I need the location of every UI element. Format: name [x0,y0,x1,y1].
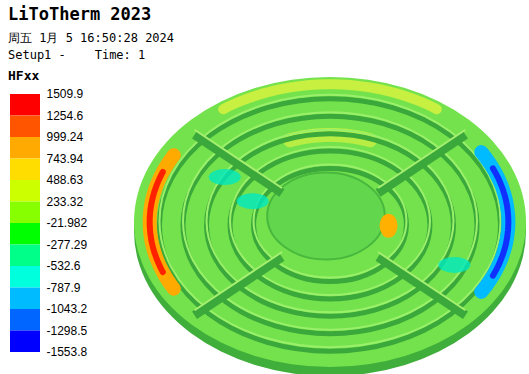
svg-text:-1043.2: -1043.2 [47,302,88,316]
svg-text:1254.6: 1254.6 [47,109,84,123]
svg-text:743.94: 743.94 [47,152,84,166]
html-text:LiToTherm 2023: LiToTherm 2023 [8,4,152,24]
svg-text:488.63: 488.63 [47,173,84,187]
svg-text:-787.9: -787.9 [47,281,81,295]
svg-text:-1298.5: -1298.5 [47,324,88,338]
svg-text:-277.29: -277.29 [47,238,88,252]
html-text:HFxx: HFxx [8,68,40,83]
svg-text:-532.6: -532.6 [47,259,81,273]
svg-text:999.24: 999.24 [47,130,84,144]
html-text:Setup1 - Time: 1: Setup1 - Time: 1 [8,48,146,62]
svg-text:-1553.8: -1553.8 [47,345,88,359]
svg-text:233.32: 233.32 [47,195,84,209]
svg-text:-21.982: -21.982 [47,216,88,230]
svg-text:1509.9: 1509.9 [47,87,84,101]
html-text:周五 1月 5 16:50:28 2024: 周五 1月 5 16:50:28 2024 [8,31,174,45]
